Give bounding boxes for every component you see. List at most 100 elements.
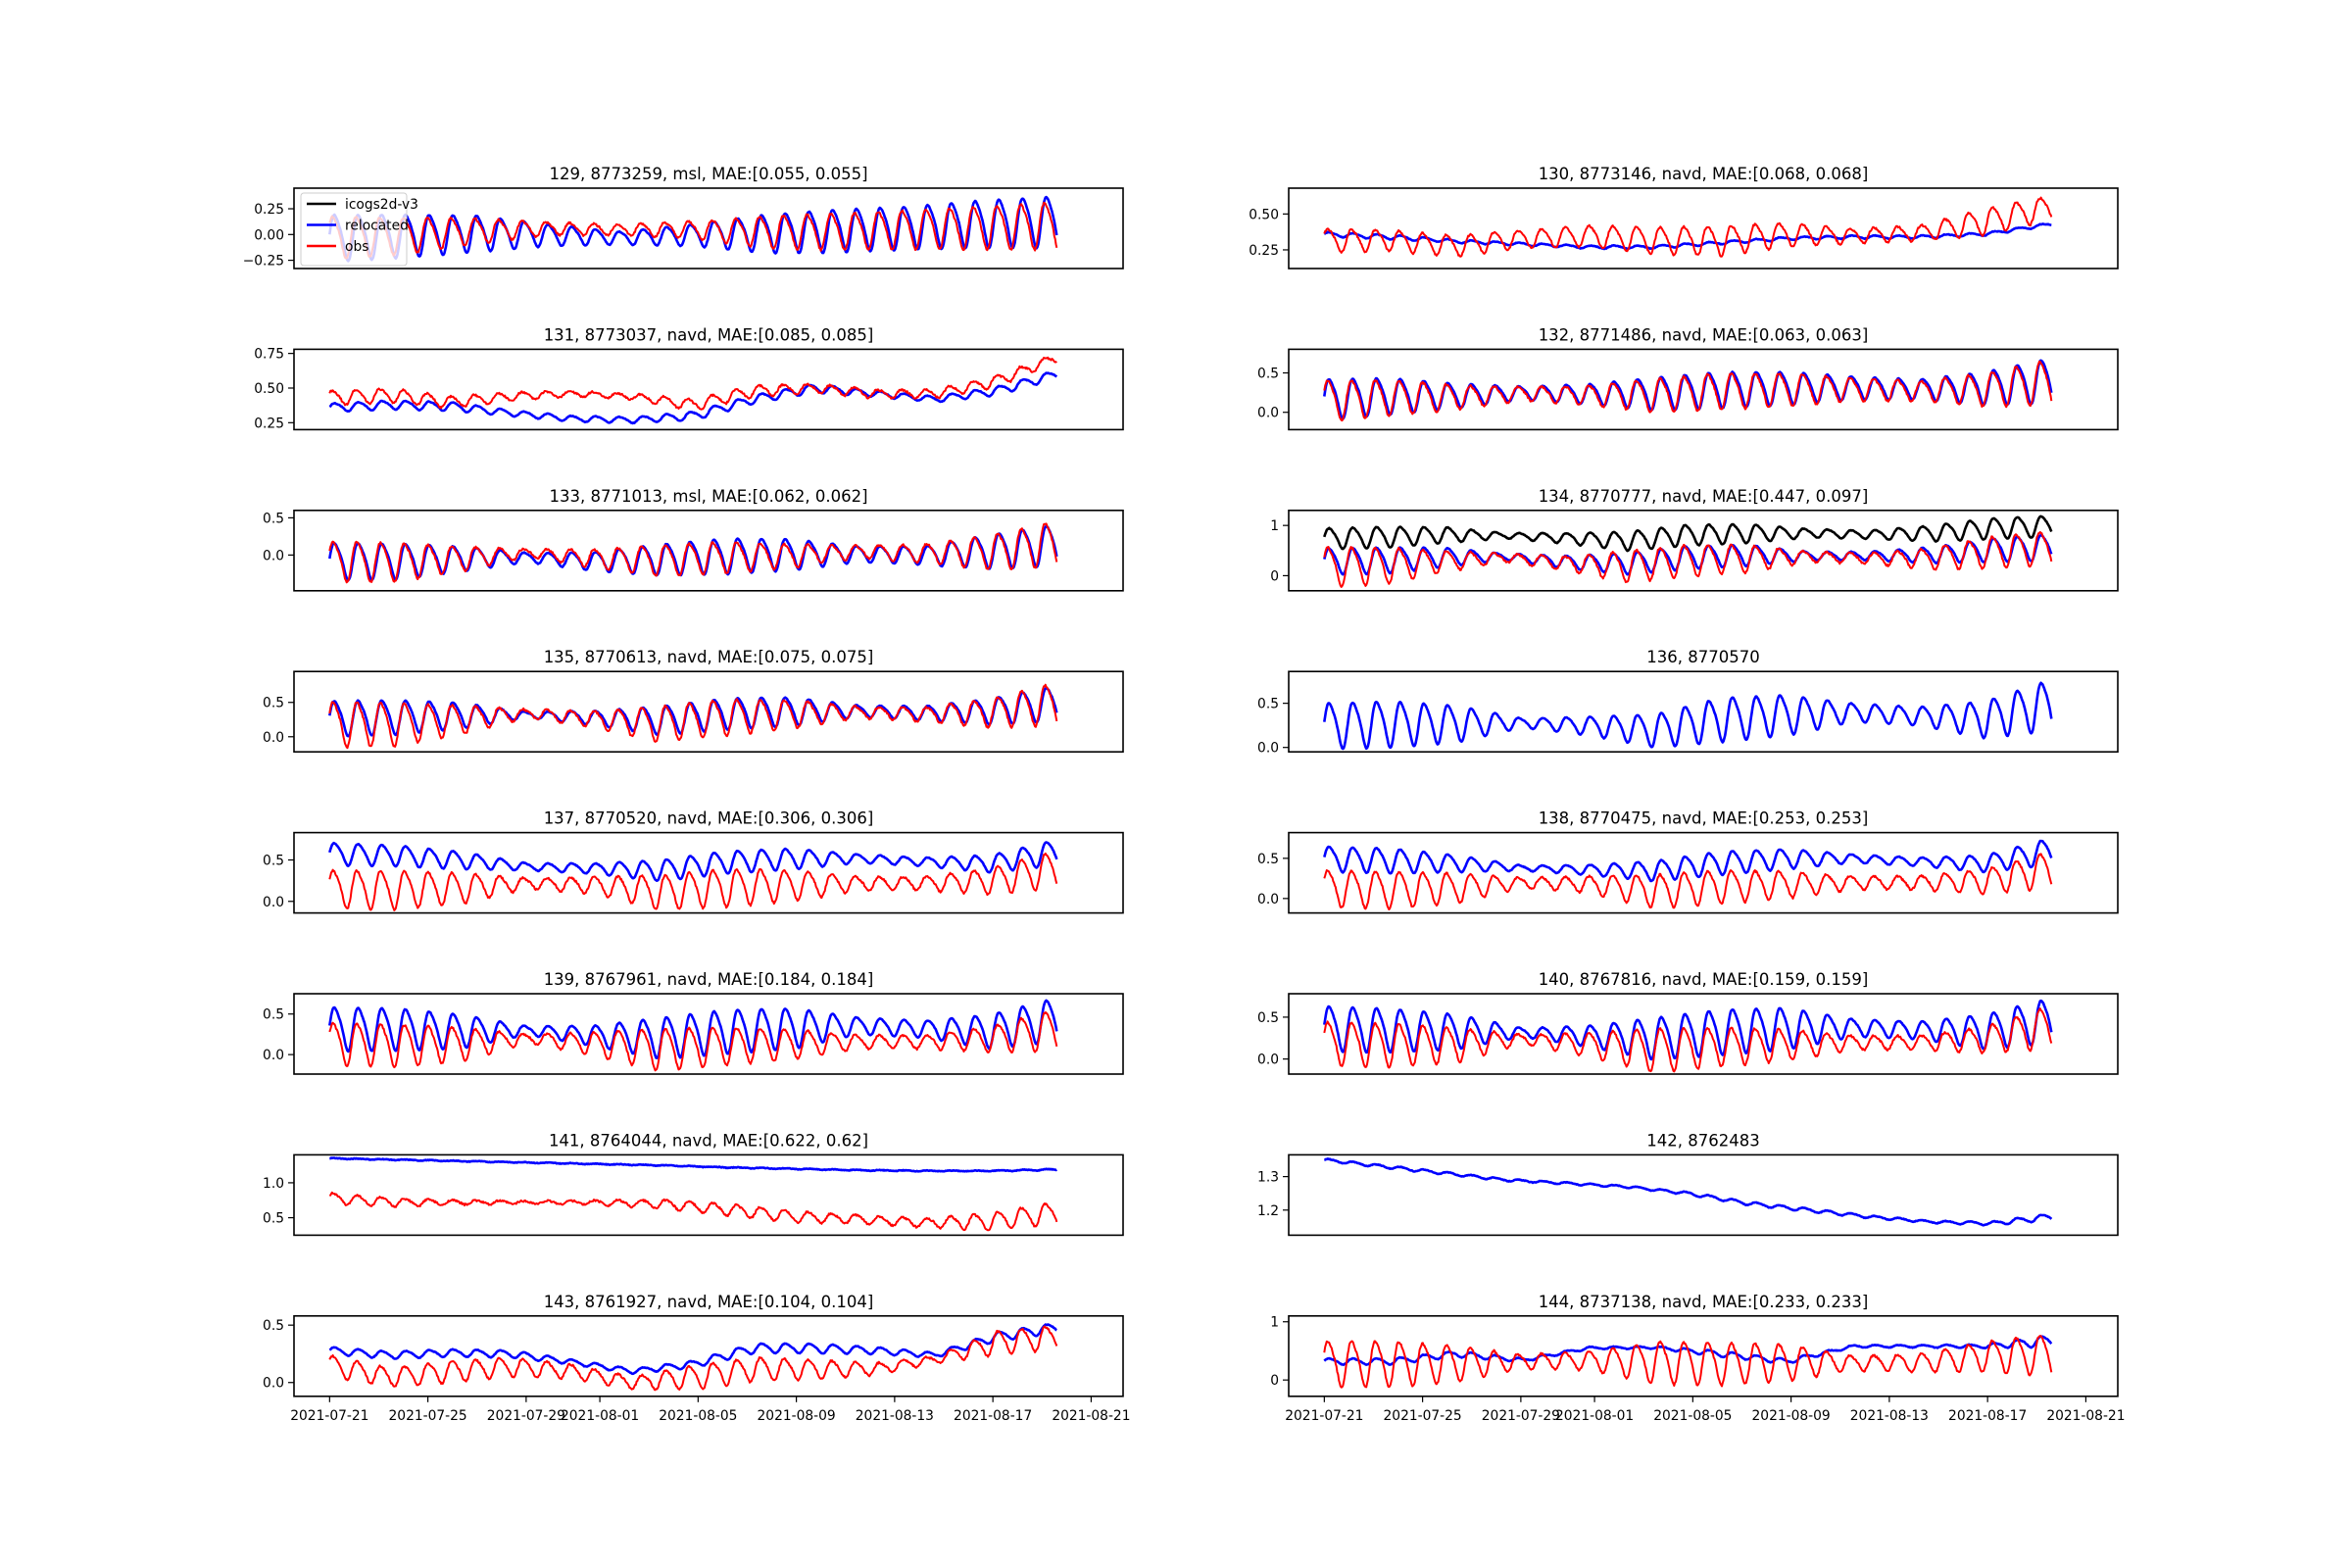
series-group xyxy=(1323,681,2053,751)
subplot-title: 140, 8767816, navd, MAE:[0.159, 0.159] xyxy=(1539,970,1869,989)
x-tick-label: 2021-07-21 xyxy=(290,1408,368,1424)
x-tick-label: 2021-08-13 xyxy=(856,1408,934,1424)
axes-frame xyxy=(1288,831,2119,914)
subplot-title: 142, 8762483 xyxy=(1646,1131,1759,1150)
subplot-138: 138, 8770475, navd, MAE:[0.253, 0.253] 0.… xyxy=(1257,809,2119,914)
subplot-134: 134, 8770777, navd, MAE:[0.447, 0.097] 0 1 xyxy=(1270,487,2119,592)
subplot-140: 140, 8767816, navd, MAE:[0.159, 0.159] 0.… xyxy=(1257,970,2119,1075)
series-group xyxy=(328,1156,1058,1232)
subplot-133: 133, 8771013, msl, MAE:[0.062, 0.062] 0.0… xyxy=(263,487,1124,592)
subplot-title: 134, 8770777, navd, MAE:[0.447, 0.097] xyxy=(1539,487,1869,506)
subplot-title: 132, 8771486, navd, MAE:[0.063, 0.063] xyxy=(1539,325,1869,344)
y-tick-label: 0.5 xyxy=(263,696,284,711)
series-line-relocated xyxy=(328,999,1058,1059)
y-tick-label: 0.0 xyxy=(263,1376,284,1392)
series-line-obs xyxy=(328,683,1058,750)
y-tick-label: 0.0 xyxy=(1257,741,1279,757)
series-line-relocated xyxy=(328,686,1058,738)
series-group xyxy=(1323,999,2053,1073)
subplot-137: 137, 8770520, navd, MAE:[0.306, 0.306] 0.… xyxy=(263,809,1124,914)
series-group xyxy=(1323,359,2053,422)
subplot-title: 130, 8773146, navd, MAE:[0.068, 0.068] xyxy=(1539,165,1869,183)
axes-frame xyxy=(1288,1153,2119,1237)
series-line-obs xyxy=(1323,360,2053,422)
x-tick-label: 2021-07-25 xyxy=(389,1408,467,1424)
subplot-title: 138, 8770475, navd, MAE:[0.253, 0.253] xyxy=(1539,809,1869,828)
series-line-obs xyxy=(328,356,1057,411)
x-tick-label: 2021-08-05 xyxy=(1653,1408,1732,1424)
series-line-obs xyxy=(1323,530,2053,588)
y-tick-label: 0.5 xyxy=(1257,852,1279,867)
subplot-139: 139, 8767961, navd, MAE:[0.184, 0.184] 0.… xyxy=(263,970,1124,1075)
y-tick-label: 0.5 xyxy=(263,853,284,868)
subplot-132: 132, 8771486, navd, MAE:[0.063, 0.063] 0.… xyxy=(1257,325,2119,431)
series-line-relocated xyxy=(1323,681,2053,751)
axes-frame xyxy=(293,348,1124,431)
subplot-141: 141, 8764044, navd, MAE:[0.622, 0.62] 0.5… xyxy=(263,1131,1124,1237)
axes-frame xyxy=(293,187,1124,270)
series-line-relocated xyxy=(328,371,1058,425)
axes-frame xyxy=(1288,348,2119,431)
subplot-title: 135, 8770613, navd, MAE:[0.075, 0.075] xyxy=(544,648,874,666)
y-tick-label: 0.50 xyxy=(254,381,284,397)
series-line-obs xyxy=(1323,853,2053,910)
series-group xyxy=(328,841,1058,911)
subplot-129: 129, 8773259, msl, MAE:[0.055, 0.055] −0.… xyxy=(243,165,1124,270)
series-group xyxy=(1323,514,2053,588)
x-tick-label: 2021-07-29 xyxy=(1482,1408,1560,1424)
y-tick-label: 0.00 xyxy=(254,227,284,243)
series-line-relocated xyxy=(1323,222,2052,251)
legend-box xyxy=(300,192,408,267)
subplots: 129, 8773259, msl, MAE:[0.055, 0.055] −0.… xyxy=(243,165,2126,1424)
series-line-obs xyxy=(328,852,1058,911)
series-group xyxy=(328,195,1058,263)
y-tick-label: 0 xyxy=(1270,1373,1279,1389)
subplot-136: 136, 8770570 0.0 0.5 xyxy=(1257,648,2119,757)
axes-frame xyxy=(293,993,1124,1075)
axes-frame xyxy=(293,1315,1124,1397)
y-tick-label: 0.0 xyxy=(263,1048,284,1063)
axes-frame xyxy=(1288,670,2119,754)
subplot-title: 131, 8773037, navd, MAE:[0.085, 0.085] xyxy=(544,325,874,344)
axes-frame xyxy=(293,670,1124,754)
x-tick-label: 2021-07-25 xyxy=(1384,1408,1462,1424)
y-tick-label: 0.0 xyxy=(1257,406,1279,421)
series-group xyxy=(1323,1335,2053,1389)
x-tick-label: 2021-08-09 xyxy=(758,1408,836,1424)
legend-label: icogs2d-v3 xyxy=(345,197,418,213)
x-tick-label: 2021-08-17 xyxy=(954,1408,1032,1424)
axes-frame xyxy=(1288,509,2119,592)
y-tick-label: −0.25 xyxy=(243,254,284,270)
subplot-title: 136, 8770570 xyxy=(1646,648,1759,666)
y-tick-label: 0.25 xyxy=(254,202,284,218)
y-tick-label: 0.50 xyxy=(1249,207,1279,222)
series-line-relocated xyxy=(328,1323,1057,1376)
x-tick-label: 2021-08-09 xyxy=(1752,1408,1831,1424)
y-tick-label: 0.0 xyxy=(263,548,284,564)
subplot-title: 129, 8773259, msl, MAE:[0.055, 0.055] xyxy=(549,165,867,183)
subplot-title: 144, 8737138, navd, MAE:[0.233, 0.233] xyxy=(1539,1293,1869,1311)
y-tick-label: 1 xyxy=(1270,518,1279,534)
subplot-135: 135, 8770613, navd, MAE:[0.075, 0.075] 0.… xyxy=(263,648,1124,754)
series-group xyxy=(1323,196,2053,258)
series-line-relocated xyxy=(1323,1157,2053,1227)
y-tick-label: 0.5 xyxy=(263,1318,284,1334)
x-tick-label: 2021-08-13 xyxy=(1850,1408,1929,1424)
y-tick-label: 0 xyxy=(1270,568,1279,584)
series-line-icogs2d-v3 xyxy=(1323,514,2053,553)
y-tick-label: 0.5 xyxy=(1257,697,1279,712)
series-line-obs xyxy=(328,1191,1058,1232)
legend: icogs2d-v3 relocated obs xyxy=(300,192,418,267)
series-line-obs xyxy=(328,1325,1058,1392)
y-tick-label: 1.2 xyxy=(1257,1203,1279,1219)
x-tick-label: 2021-07-29 xyxy=(487,1408,565,1424)
subplot-131: 131, 8773037, navd, MAE:[0.085, 0.085] 0.… xyxy=(254,325,1124,431)
subplot-130: 130, 8773146, navd, MAE:[0.068, 0.068] 0.… xyxy=(1249,165,2119,270)
y-tick-label: 0.25 xyxy=(254,416,284,431)
x-tick-label: 2021-07-21 xyxy=(1285,1408,1363,1424)
x-tick-label: 2021-08-21 xyxy=(1052,1408,1130,1424)
axes-frame xyxy=(1288,1315,2119,1397)
y-tick-label: 0.5 xyxy=(1257,1010,1279,1026)
subplot-144: 144, 8737138, navd, MAE:[0.233, 0.233] 0 1… xyxy=(1270,1293,2125,1424)
